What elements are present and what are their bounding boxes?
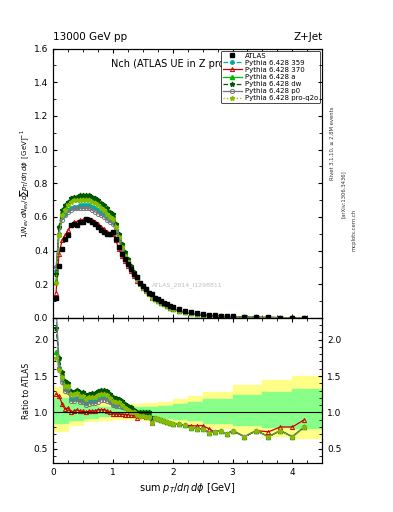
Pythia 6.428 pro-q2o (158, 300, 163, 306)
Line: ATLAS: ATLAS (53, 216, 307, 320)
Pythia 6.428 370 (54, 289, 59, 295)
Pythia 6.428 dw (149, 293, 154, 299)
Pythia 6.428 370 (194, 311, 199, 317)
Pythia 6.428 pro-q2o (72, 197, 76, 203)
Pythia 6.428 pro-q2o (302, 315, 307, 321)
Pythia 6.428 370 (57, 251, 61, 257)
Pythia 6.428 a (57, 230, 61, 237)
ATLAS (149, 291, 154, 297)
Pythia 6.428 359 (194, 311, 199, 317)
Pythia 6.428 359 (158, 300, 163, 306)
Pythia 6.428 a (75, 194, 79, 200)
Legend: ATLAS, Pythia 6.428 359, Pythia 6.428 370, Pythia 6.428 a, Pythia 6.428 dw, Pyth: ATLAS, Pythia 6.428 359, Pythia 6.428 37… (220, 51, 320, 103)
ATLAS (116, 244, 121, 250)
Pythia 6.428 359 (78, 202, 83, 208)
Pythia 6.428 a (116, 230, 121, 237)
Pythia 6.428 p0 (158, 300, 163, 306)
ATLAS (57, 263, 61, 269)
Line: Pythia 6.428 dw: Pythia 6.428 dw (53, 193, 307, 320)
Text: mcplots.cern.ch: mcplots.cern.ch (352, 209, 357, 251)
Pythia 6.428 370 (158, 300, 163, 306)
ATLAS (54, 294, 59, 301)
Y-axis label: $1/N_{ev}\;dN_{ev}/d\!\sum\!p_T/d\eta\,d\phi\;\;[\mathrm{GeV}]^{-1}$: $1/N_{ev}\;dN_{ev}/d\!\sum\!p_T/d\eta\,d… (18, 129, 31, 238)
Pythia 6.428 pro-q2o (54, 280, 59, 286)
Pythia 6.428 dw (302, 315, 307, 321)
Pythia 6.428 p0 (194, 311, 199, 317)
Pythia 6.428 370 (84, 216, 88, 222)
Pythia 6.428 370 (149, 294, 154, 301)
Pythia 6.428 a (302, 315, 307, 321)
Line: Pythia 6.428 a: Pythia 6.428 a (54, 195, 307, 320)
Pythia 6.428 dw (54, 271, 59, 277)
Line: Pythia 6.428 p0: Pythia 6.428 p0 (54, 206, 307, 320)
ATLAS (302, 314, 307, 321)
Pythia 6.428 p0 (57, 230, 61, 237)
Pythia 6.428 359 (164, 303, 169, 309)
Pythia 6.428 dw (164, 303, 169, 309)
Pythia 6.428 a (158, 300, 163, 306)
Pythia 6.428 370 (116, 246, 121, 252)
X-axis label: sum $p_T/d\eta\,d\phi$ [GeV]: sum $p_T/d\eta\,d\phi$ [GeV] (140, 481, 236, 496)
Text: ATLAS_2014_I1298811: ATLAS_2014_I1298811 (152, 283, 223, 288)
Pythia 6.428 a (54, 278, 59, 284)
Pythia 6.428 p0 (302, 315, 307, 321)
Pythia 6.428 p0 (116, 238, 121, 244)
Pythia 6.428 dw (57, 224, 61, 230)
ATLAS (194, 310, 199, 316)
Text: 13000 GeV pp: 13000 GeV pp (53, 32, 127, 42)
Pythia 6.428 359 (302, 315, 307, 321)
Pythia 6.428 a (149, 293, 154, 299)
Text: Z+Jet: Z+Jet (293, 32, 322, 42)
ATLAS (84, 216, 88, 222)
Pythia 6.428 p0 (54, 264, 59, 270)
Pythia 6.428 359 (57, 224, 61, 230)
Pythia 6.428 370 (302, 314, 307, 321)
Pythia 6.428 p0 (164, 303, 169, 309)
Line: Pythia 6.428 pro-q2o: Pythia 6.428 pro-q2o (53, 198, 307, 320)
Pythia 6.428 pro-q2o (149, 294, 154, 301)
Line: Pythia 6.428 370: Pythia 6.428 370 (54, 217, 307, 320)
Pythia 6.428 370 (164, 303, 169, 309)
Text: Nch (ATLAS UE in Z production): Nch (ATLAS UE in Z production) (111, 59, 264, 70)
Pythia 6.428 dw (158, 300, 163, 306)
ATLAS (164, 301, 169, 307)
Pythia 6.428 p0 (149, 294, 154, 301)
ATLAS (158, 298, 163, 304)
Pythia 6.428 pro-q2o (57, 232, 61, 239)
Line: Pythia 6.428 359: Pythia 6.428 359 (54, 203, 306, 319)
Pythia 6.428 a (194, 311, 199, 317)
Pythia 6.428 dw (78, 192, 83, 198)
Pythia 6.428 pro-q2o (194, 311, 199, 317)
Pythia 6.428 359 (116, 236, 121, 242)
Pythia 6.428 a (164, 303, 169, 309)
Pythia 6.428 359 (54, 268, 59, 274)
Pythia 6.428 p0 (72, 205, 76, 211)
Pythia 6.428 dw (194, 311, 199, 317)
Y-axis label: Ratio to ATLAS: Ratio to ATLAS (22, 362, 31, 419)
Text: [arXiv:1306.3436]: [arXiv:1306.3436] (341, 170, 346, 219)
Pythia 6.428 pro-q2o (116, 234, 121, 240)
Pythia 6.428 359 (149, 293, 154, 299)
Text: Rivet 3.1.10, ≥ 2.8M events: Rivet 3.1.10, ≥ 2.8M events (330, 106, 335, 180)
Pythia 6.428 dw (116, 230, 121, 237)
Pythia 6.428 pro-q2o (164, 303, 169, 309)
